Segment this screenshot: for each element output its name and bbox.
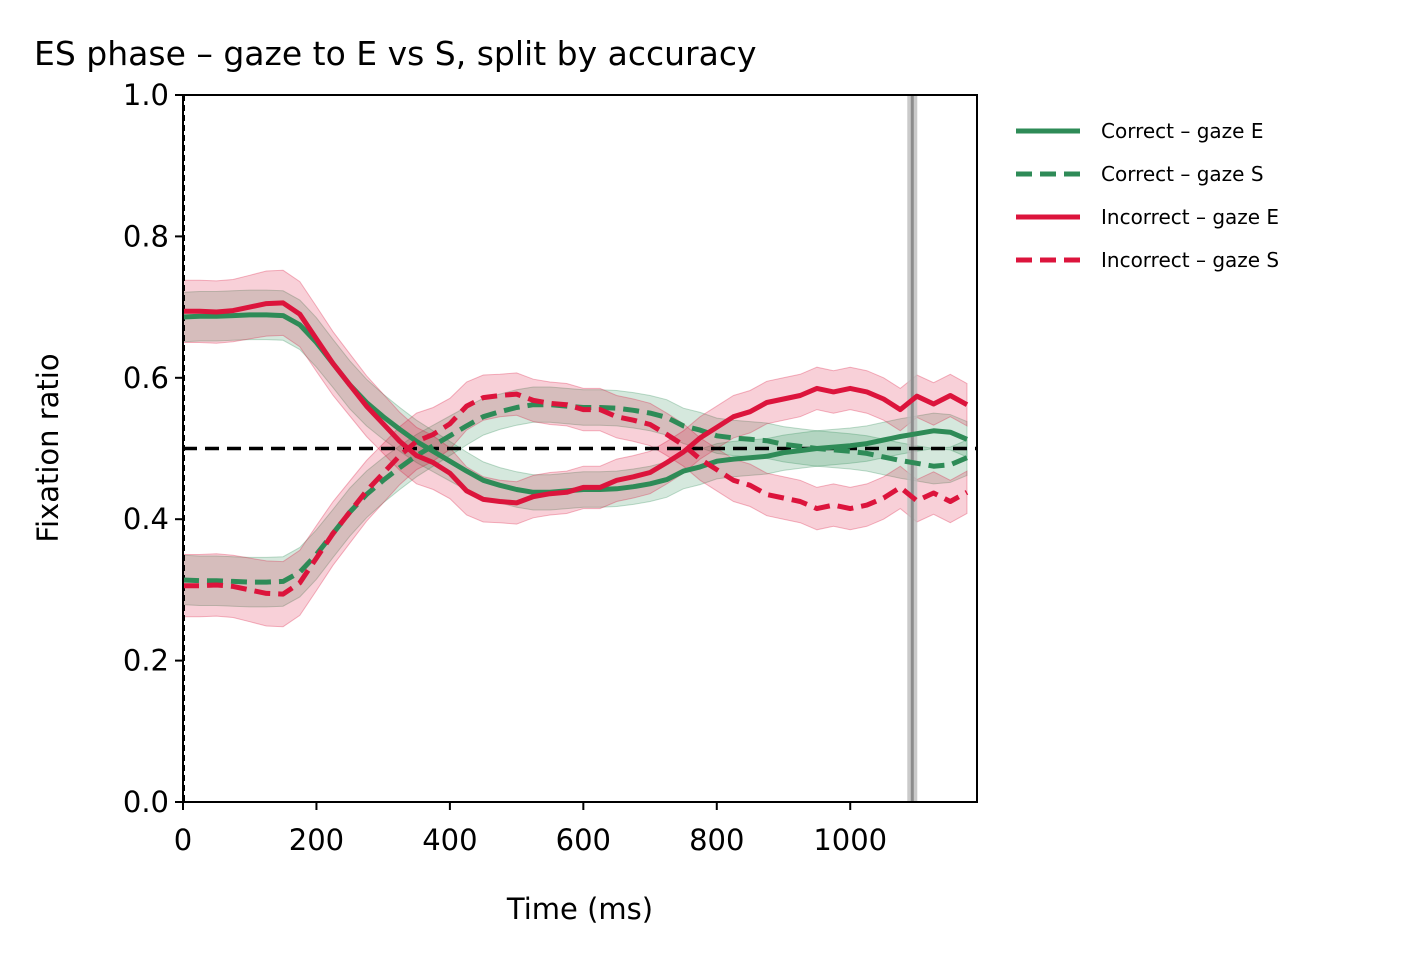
y-axis-label: Fixation ratio	[31, 353, 65, 542]
legend-label-incorrect-gaze-s: Incorrect – gaze S	[1101, 248, 1279, 272]
y-tick-label: 1.0	[123, 78, 169, 112]
line-correct-gaze-s	[182, 402, 968, 585]
series-lines	[182, 300, 969, 597]
x-tick-label: 200	[289, 823, 344, 857]
x-tick-label: 600	[556, 823, 611, 857]
plot-frame	[182, 94, 978, 803]
x-tick-label: 1000	[813, 823, 887, 857]
x-tick-label: 0	[174, 823, 192, 857]
chart-title: ES phase – gaze to E vs S, split by accu…	[34, 34, 757, 73]
y-tick-label: 0.0	[123, 785, 169, 819]
y-tick-label: 0.2	[123, 644, 169, 678]
x-axis-label: Time (ms)	[506, 892, 653, 926]
legend: Correct – gaze E Correct – gaze S Incorrec…	[1016, 119, 1279, 272]
x-tick-label: 400	[422, 823, 477, 857]
line-incorrect-gaze-e	[183, 300, 969, 506]
line-incorrect-gaze-s	[183, 391, 969, 597]
y-tick-label: 0.8	[123, 219, 169, 253]
legend-label-incorrect-gaze-e: Incorrect – gaze E	[1101, 205, 1279, 229]
y-tick-label: 0.6	[123, 361, 169, 395]
legend-label-correct-gaze-e: Correct – gaze E	[1101, 119, 1263, 143]
legend-label-correct-gaze-s: Correct – gaze S	[1101, 162, 1264, 186]
y-axis-ticks: 0.0 0.2 0.4 0.6 0.8 1.0	[123, 78, 183, 819]
y-tick-label: 0.4	[123, 502, 169, 536]
x-axis-ticks: 0 200 400 600 800 1000	[174, 802, 887, 857]
x-tick-label: 800	[689, 823, 744, 857]
